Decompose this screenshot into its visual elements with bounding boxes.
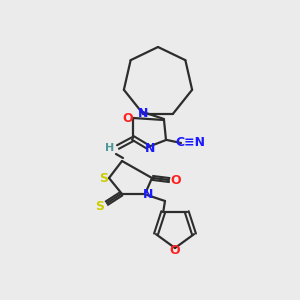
Text: C≡N: C≡N [175, 136, 205, 149]
Text: H: H [105, 143, 115, 153]
Text: N: N [145, 142, 155, 155]
Text: O: O [123, 112, 133, 124]
Text: O: O [171, 173, 181, 187]
Text: S: S [100, 172, 109, 184]
Text: O: O [170, 244, 180, 256]
Text: N: N [138, 107, 148, 120]
Text: N: N [143, 188, 153, 202]
Text: S: S [95, 200, 104, 212]
